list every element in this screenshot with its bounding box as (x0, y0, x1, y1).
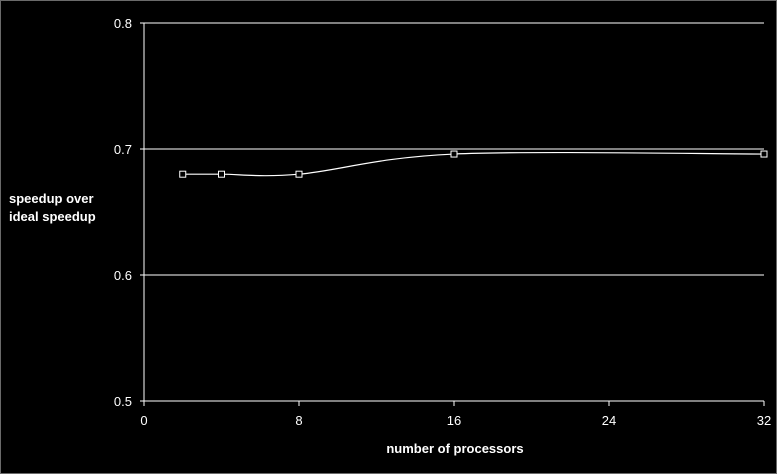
y-tick-label: 0.6 (114, 268, 132, 283)
y-axis-title: speedup over ideal speedup (9, 191, 97, 224)
y-tick-labels: 0.5 0.6 0.7 0.8 (114, 16, 132, 409)
x-axis-title: number of processors (386, 441, 523, 456)
y-axis-title-line-2: ideal speedup (9, 209, 96, 224)
data-point (760, 150, 768, 158)
axes (140, 22, 765, 406)
y-axis-title-line-1: speedup over (9, 191, 94, 206)
data-point (179, 170, 187, 178)
series-line (182, 151, 765, 177)
x-tick-label: 24 (602, 413, 616, 428)
y-tick-label: 0.5 (114, 394, 132, 409)
data-point (450, 150, 458, 158)
x-tick-label: 16 (447, 413, 461, 428)
y-tick-label: 0.7 (114, 142, 132, 157)
x-tick-label: 0 (140, 413, 147, 428)
data-point (218, 170, 225, 178)
x-tick-label: 32 (757, 413, 771, 428)
data-point (295, 170, 303, 178)
series-path (182, 151, 765, 177)
x-tick-label: 8 (295, 413, 302, 428)
data-points (179, 150, 768, 178)
x-tick-labels: 0 8 16 24 32 (140, 413, 771, 428)
y-tick-label: 0.8 (114, 16, 132, 31)
gridlines (144, 22, 764, 276)
